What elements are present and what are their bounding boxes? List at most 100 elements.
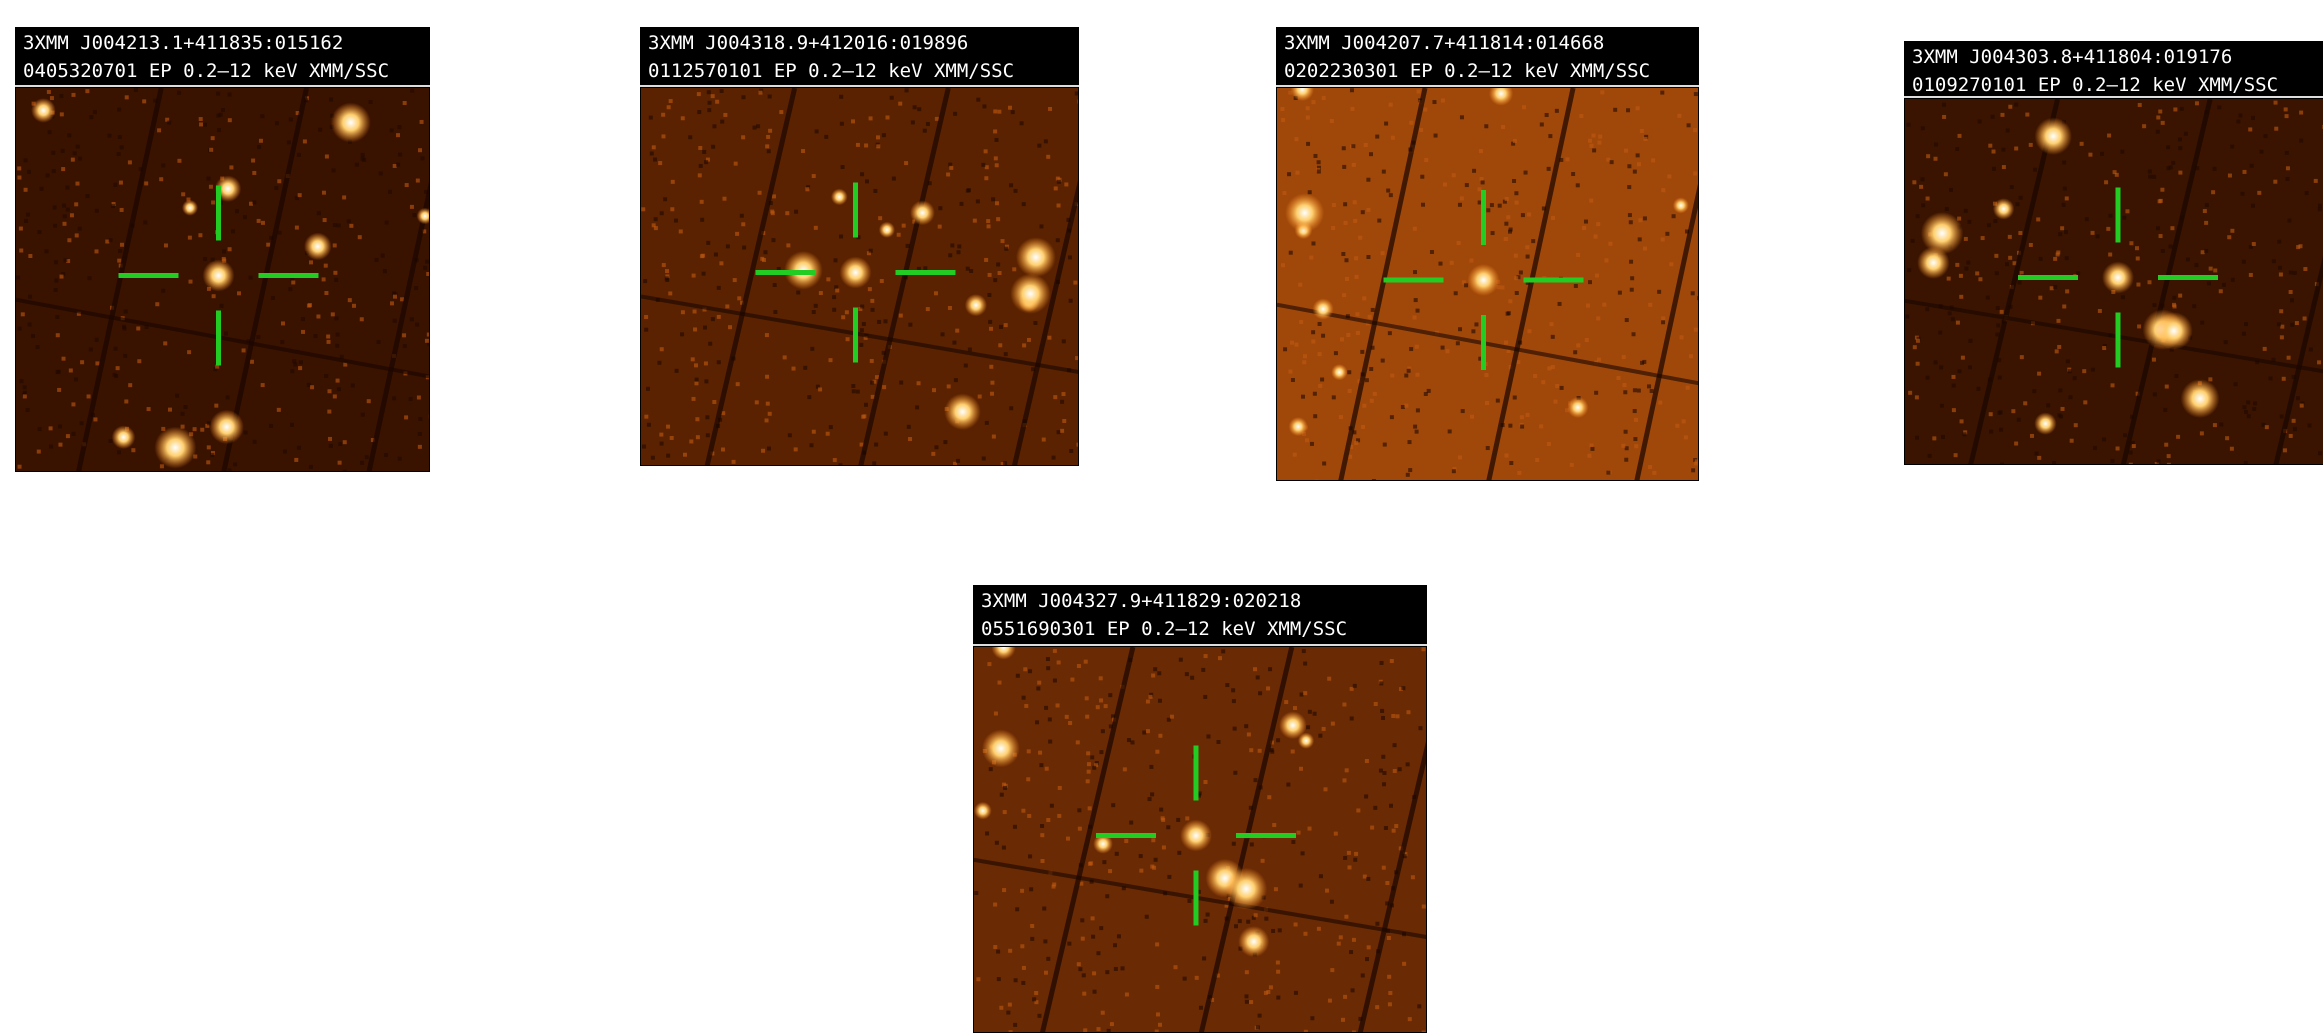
noise [2300,404,2304,408]
noise [2230,229,2234,233]
noise [2098,309,2102,313]
noise [1458,455,1462,459]
noise [18,327,22,331]
noise [1052,885,1056,889]
noise [1387,936,1391,940]
noise [324,264,328,268]
noise [95,209,99,213]
noise [1008,106,1012,110]
noise [712,124,716,128]
noise [1379,769,1383,773]
noise [693,327,697,331]
noise [1246,920,1250,924]
noise [2014,103,2018,107]
noise [1346,333,1350,337]
noise [1170,715,1174,719]
noise [2036,217,2040,221]
noise [2200,321,2204,325]
noise [2219,289,2223,293]
noise [1124,839,1128,843]
noise [338,442,342,446]
noise [1408,468,1412,472]
source-blob [1238,926,1269,957]
noise [878,216,882,220]
noise [794,447,798,451]
noise [1057,180,1061,184]
noise [974,891,978,895]
noise [1337,942,1341,946]
noise [1283,347,1287,351]
noise [1201,668,1205,672]
noise [660,347,664,351]
noise [164,243,168,247]
noise [335,316,339,320]
noise [2213,423,2217,427]
noise [398,457,402,461]
noise [807,395,811,399]
noise [761,449,765,453]
noise [1380,661,1384,665]
noise [1003,810,1007,814]
noise [1390,415,1394,419]
noise [1225,683,1229,687]
noise [1334,351,1338,355]
noise [429,415,430,419]
noise [995,138,999,142]
noise [1101,729,1105,733]
noise [1015,907,1019,911]
noise [1509,461,1513,465]
noise [1908,391,1912,395]
noise [824,135,828,139]
noise [187,350,191,354]
noise [741,95,745,99]
noise [794,210,798,214]
noise [1052,456,1056,460]
noise [1574,284,1578,288]
noise [328,437,332,441]
noise [2058,232,2062,236]
noise [1082,992,1086,996]
noise [183,405,187,409]
noise [1185,672,1189,676]
noise [40,187,44,191]
noise [1590,447,1594,451]
noise [1305,438,1309,442]
noise [1371,308,1375,312]
noise [237,291,241,295]
noise [1624,458,1628,462]
noise [1942,115,1946,119]
noise [876,135,880,139]
noise [835,289,839,293]
noise [1199,1006,1203,1010]
noise [301,330,305,334]
noise [1949,188,1953,192]
noise [885,115,889,119]
noise [692,274,696,278]
noise [1486,446,1490,450]
noise [1065,715,1069,719]
noise [2006,129,2010,133]
noise [1250,842,1254,846]
noise [1916,339,1920,343]
noise [1682,419,1686,423]
noise [2065,256,2069,260]
noise [1300,693,1304,697]
noise [989,327,993,331]
noise [281,321,285,325]
noise [1955,263,1959,267]
noise [410,317,414,321]
noise [1056,238,1060,242]
noise [725,304,729,308]
noise [1349,950,1353,954]
noise [728,325,732,329]
noise [1474,322,1478,326]
noise [1998,376,2002,380]
noise [993,903,997,907]
noise [2227,235,2231,239]
noise [1576,253,1580,257]
noise [120,145,124,149]
noise [1108,869,1112,873]
noise [93,417,97,421]
noise [1452,469,1456,473]
noise [720,120,724,124]
